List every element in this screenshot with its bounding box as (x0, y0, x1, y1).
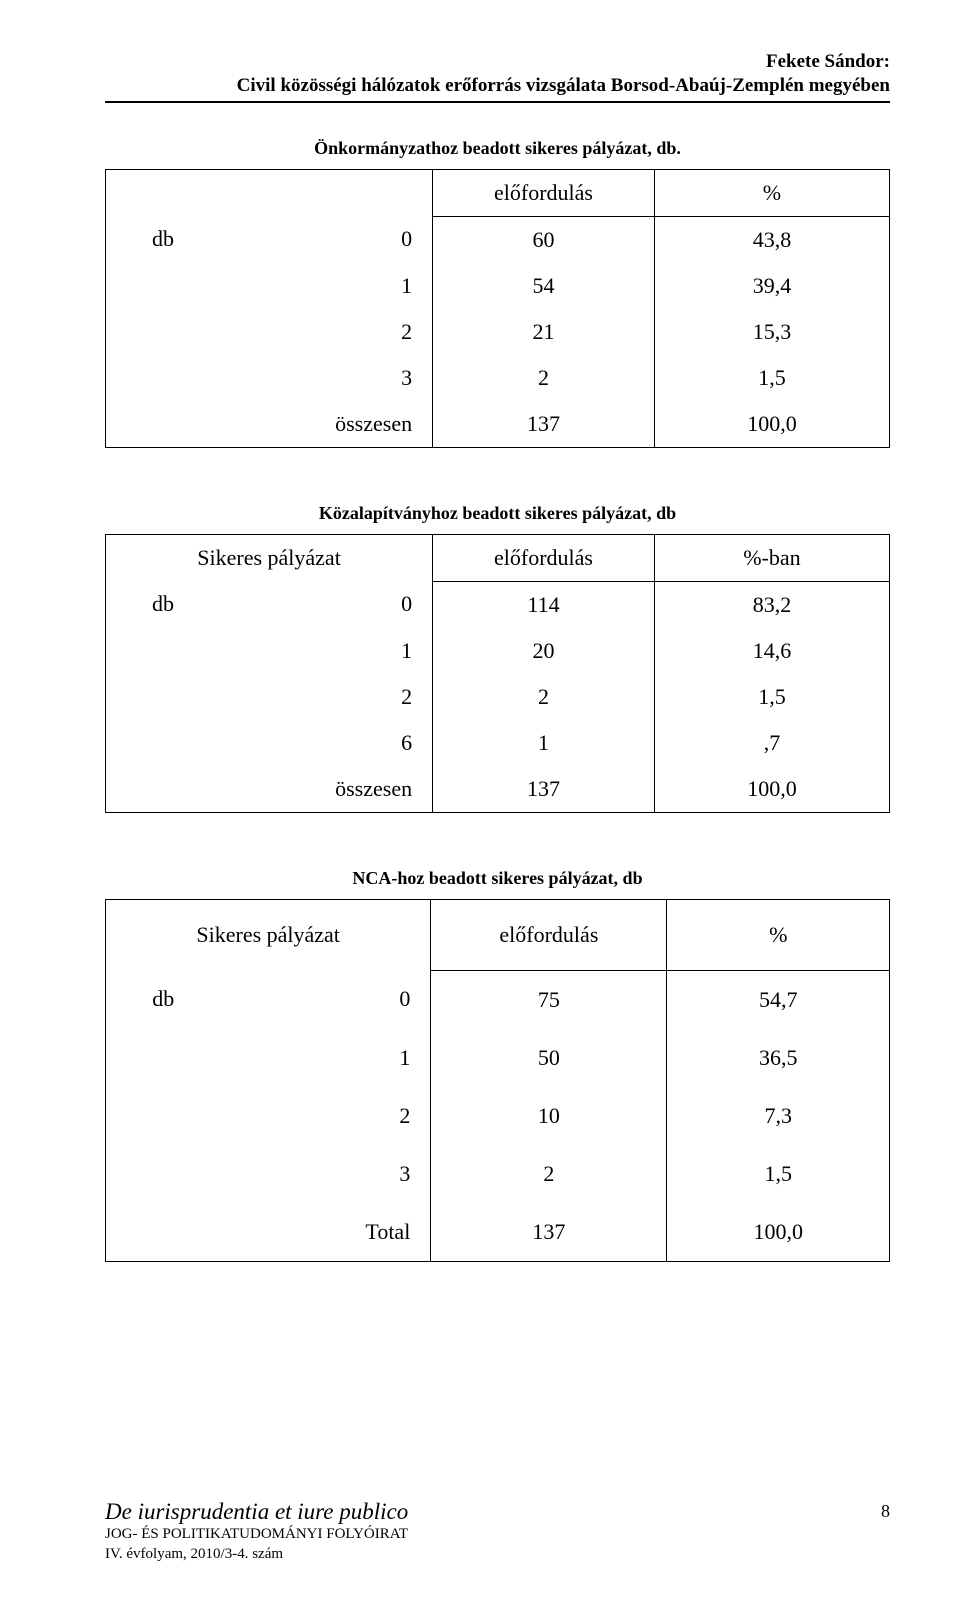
table2-total-v2: 100,0 (654, 766, 889, 813)
table1-cell-blank (106, 263, 221, 309)
table1-cell: 43,8 (654, 216, 889, 263)
table1-cell: 60 (433, 216, 655, 263)
footer-line3: IV. évfolyam, 2010/3-4. szám (105, 1545, 890, 1565)
table2-cell: 14,6 (654, 628, 889, 674)
table3: Sikeres pályázat előfordulás % db 0 75 5… (105, 899, 890, 1262)
table1-cell-blank (106, 355, 221, 401)
table2-cell: 1 (220, 628, 433, 674)
table3-head-col12: Sikeres pályázat (106, 899, 431, 970)
table1-head-col4: % (654, 169, 889, 216)
table3-head-col3: előfordulás (431, 899, 667, 970)
table2-cell-blank (106, 766, 221, 813)
table1-cell: 1 (220, 263, 433, 309)
table3-cell-blank (106, 1087, 221, 1145)
table1-total-v2: 100,0 (654, 401, 889, 448)
table1: előfordulás % db 0 60 43,8 1 54 39,4 2 2… (105, 169, 890, 448)
table2-total-v1: 137 (433, 766, 655, 813)
table3-cell: 1 (221, 1029, 431, 1087)
table3-cell: 75 (431, 970, 667, 1029)
footer-line2: JOG- ÉS POLITIKATUDOMÁNYI FOLYÓIRAT (105, 1525, 890, 1545)
table2-cell-blank (106, 674, 221, 720)
table2: Sikeres pályázat előfordulás %-ban db 0 … (105, 534, 890, 813)
table2-cell: 20 (433, 628, 655, 674)
table1-cell: 15,3 (654, 309, 889, 355)
table3-cell: 54,7 (667, 970, 890, 1029)
table2-cell: 2 (220, 674, 433, 720)
table3-caption: NCA-hoz beadott sikeres pályázat, db (105, 868, 890, 889)
table2-head-col4: %-ban (654, 534, 889, 581)
table2-cell: 83,2 (654, 581, 889, 628)
footer-journal-title: De iurisprudentia et iure publico (105, 1499, 890, 1525)
table3-cell-blank (106, 1203, 221, 1262)
table3-cell: 0 (221, 970, 431, 1029)
table2-caption: Közalapítványhoz beadott sikeres pályáza… (105, 503, 890, 524)
table1-cell: 21 (433, 309, 655, 355)
table3-cell: 2 (221, 1087, 431, 1145)
table2-cell: 114 (433, 581, 655, 628)
table2-head-col3: előfordulás (433, 534, 655, 581)
table3-cell: 1,5 (667, 1145, 890, 1203)
table2-head-col12: Sikeres pályázat (106, 534, 433, 581)
table1-cell: 1,5 (654, 355, 889, 401)
table2-cell: 1,5 (654, 674, 889, 720)
table2-cell-blank (106, 720, 221, 766)
table2-cell: 6 (220, 720, 433, 766)
table3-total-v1: 137 (431, 1203, 667, 1262)
header-author: Fekete Sándor: (105, 50, 890, 74)
table1-cell-blank (106, 401, 221, 448)
table2-cell-blank (106, 628, 221, 674)
page: Fekete Sándor: Civil közösségi hálózatok… (0, 0, 960, 1604)
table3-cell: 50 (431, 1029, 667, 1087)
table1-row-label: db (106, 216, 221, 263)
table1-cell: 54 (433, 263, 655, 309)
table2-cell: 2 (433, 674, 655, 720)
table1-head-col3: előfordulás (433, 169, 655, 216)
table3-cell: 36,5 (667, 1029, 890, 1087)
page-number: 8 (881, 1501, 890, 1522)
table3-head-col4: % (667, 899, 890, 970)
page-footer: De iurisprudentia et iure publico JOG- É… (105, 1499, 890, 1564)
table3-cell-blank (106, 1029, 221, 1087)
table2-cell: 1 (433, 720, 655, 766)
table3-cell: 7,3 (667, 1087, 890, 1145)
table2-row-label: db (106, 581, 221, 628)
table3-total-v2: 100,0 (667, 1203, 890, 1262)
table1-cell: 39,4 (654, 263, 889, 309)
table1-cell: 2 (220, 309, 433, 355)
table1-head-blank-b (220, 169, 433, 216)
table3-row-label: db (106, 970, 221, 1029)
table3-cell: 2 (431, 1145, 667, 1203)
table3-total-label: Total (221, 1203, 431, 1262)
table1-head-blank-a (106, 169, 221, 216)
table1-caption: Önkormányzathoz beadott sikeres pályázat… (105, 138, 890, 159)
table3-cell-blank (106, 1145, 221, 1203)
page-header: Fekete Sándor: Civil közösségi hálózatok… (105, 50, 890, 103)
header-title: Civil közösségi hálózatok erőforrás vizs… (105, 74, 890, 98)
table1-cell: 2 (433, 355, 655, 401)
table1-total-label: összesen (220, 401, 433, 448)
table1-cell-blank (106, 309, 221, 355)
table1-cell: 0 (220, 216, 433, 263)
table2-cell: ,7 (654, 720, 889, 766)
table2-cell: 0 (220, 581, 433, 628)
table3-cell: 10 (431, 1087, 667, 1145)
table1-total-v1: 137 (433, 401, 655, 448)
table2-total-label: összesen (220, 766, 433, 813)
table1-cell: 3 (220, 355, 433, 401)
table3-cell: 3 (221, 1145, 431, 1203)
